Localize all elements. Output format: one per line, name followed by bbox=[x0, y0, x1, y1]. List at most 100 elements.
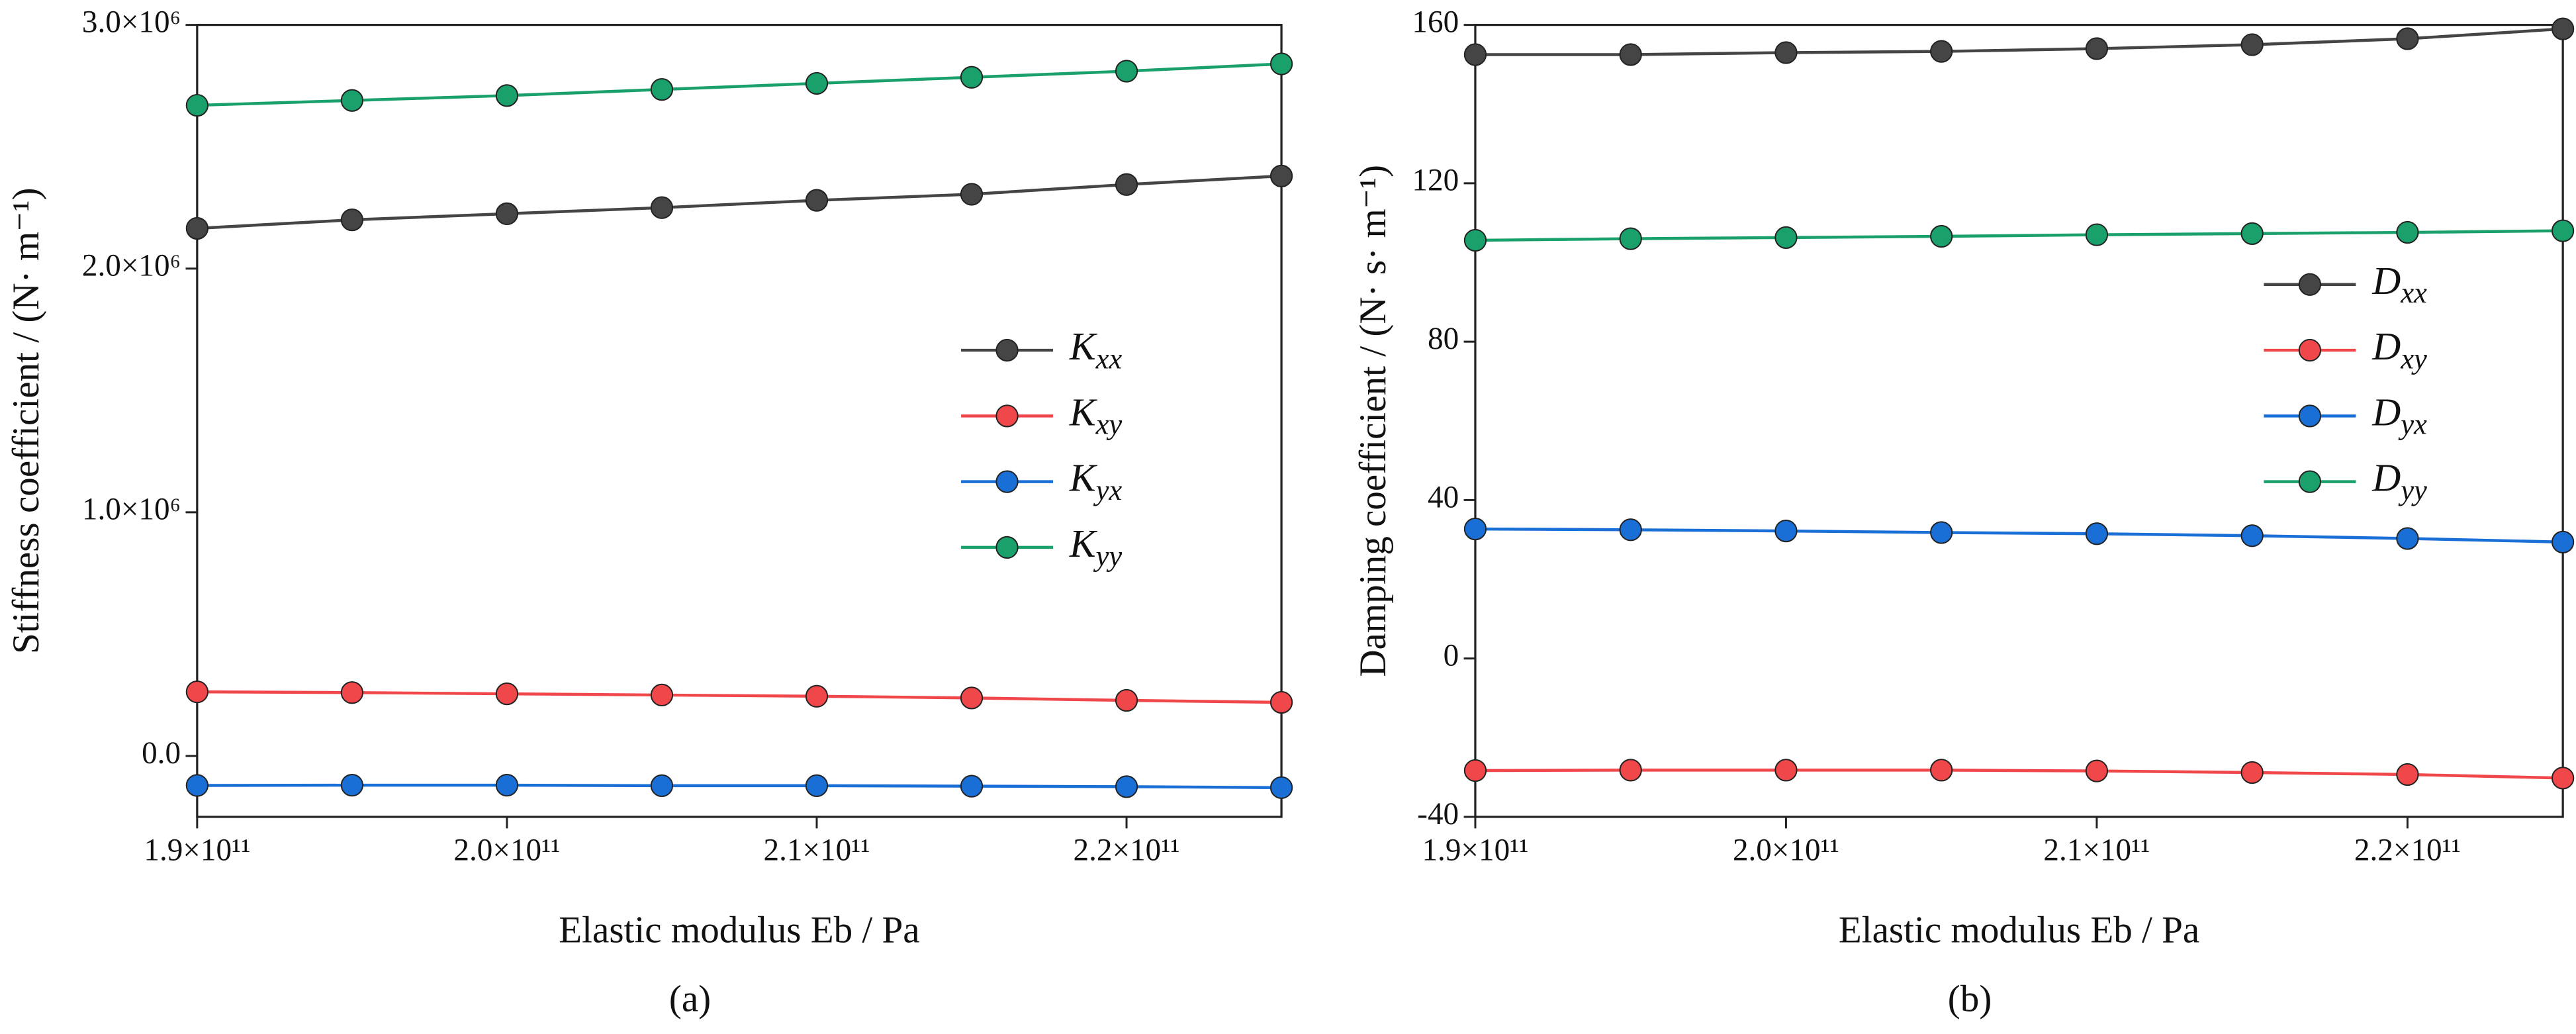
marker bbox=[1930, 40, 1953, 63]
x-tick-label: 1.9×10¹¹ bbox=[144, 833, 250, 867]
x-axis-label: Elastic modulus Eb / Pa bbox=[559, 909, 919, 951]
marker bbox=[1115, 60, 1138, 83]
marker bbox=[2396, 763, 2419, 786]
marker bbox=[1463, 517, 1487, 541]
x-tick-label: 2.1×10¹¹ bbox=[763, 833, 870, 867]
marker bbox=[340, 681, 364, 704]
series-line bbox=[1475, 769, 2563, 780]
y-tick-label: 80 bbox=[1428, 322, 1459, 356]
marker bbox=[1774, 519, 1798, 543]
legend-label: Kyx bbox=[1069, 455, 1123, 506]
marker bbox=[805, 684, 829, 708]
legend-marker bbox=[2298, 470, 2322, 493]
series-line bbox=[1475, 27, 2563, 56]
y-tick-label: 0 bbox=[1444, 639, 1459, 673]
marker bbox=[495, 774, 519, 797]
marker bbox=[960, 775, 984, 798]
marker bbox=[1269, 164, 1293, 187]
legend-label: Dxy bbox=[2371, 324, 2427, 375]
legend-marker bbox=[2298, 338, 2322, 362]
marker bbox=[1115, 775, 1138, 798]
legend-label: Dxx bbox=[2371, 258, 2427, 309]
marker bbox=[2240, 761, 2264, 784]
y-tick-label: 0.0 bbox=[142, 736, 181, 771]
x-tick-label: 2.0×10¹¹ bbox=[1733, 833, 1839, 867]
marker bbox=[495, 84, 519, 107]
plot-frame bbox=[1474, 23, 2564, 818]
series-line bbox=[1475, 527, 2563, 544]
legend-label: Kxx bbox=[1069, 324, 1123, 375]
marker bbox=[2396, 220, 2419, 244]
marker bbox=[1269, 776, 1293, 799]
panel-caption: (a) bbox=[669, 978, 711, 1020]
series-line bbox=[197, 783, 1282, 790]
y-tick-label: -40 bbox=[1417, 797, 1459, 831]
legend-marker bbox=[2298, 404, 2322, 428]
marker bbox=[2240, 33, 2264, 56]
y-tick-label: 1.0×10⁶ bbox=[82, 493, 181, 527]
marker bbox=[805, 189, 829, 212]
series-line bbox=[197, 174, 1282, 230]
marker bbox=[1619, 227, 1642, 250]
marker bbox=[960, 183, 984, 206]
legend-marker bbox=[995, 404, 1019, 428]
marker bbox=[650, 78, 674, 101]
x-tick-label: 1.9×10¹¹ bbox=[1422, 833, 1528, 867]
marker bbox=[1619, 43, 1642, 66]
marker bbox=[2085, 223, 2109, 246]
marker bbox=[185, 216, 208, 240]
series-line bbox=[1475, 229, 2563, 242]
marker bbox=[1463, 759, 1487, 782]
legend-marker bbox=[995, 470, 1019, 493]
marker bbox=[2396, 27, 2419, 50]
series-line bbox=[197, 690, 1282, 704]
marker bbox=[650, 774, 674, 797]
marker bbox=[2085, 37, 2109, 60]
marker bbox=[1930, 224, 1953, 248]
legend-label: Dyy bbox=[2371, 455, 2427, 506]
marker bbox=[1463, 43, 1487, 66]
marker bbox=[185, 681, 208, 704]
y-tick-label: 40 bbox=[1428, 480, 1459, 514]
x-tick-label: 2.2×10¹¹ bbox=[1074, 833, 1180, 867]
marker bbox=[2552, 530, 2575, 553]
marker bbox=[960, 66, 984, 89]
marker bbox=[2085, 759, 2109, 782]
marker bbox=[1269, 690, 1293, 714]
marker bbox=[340, 774, 364, 797]
marker bbox=[185, 93, 208, 117]
x-tick-label: 2.1×10¹¹ bbox=[2043, 833, 2150, 867]
y-tick-label: 3.0×10⁶ bbox=[82, 5, 181, 39]
series-line bbox=[197, 62, 1282, 107]
marker bbox=[960, 686, 984, 710]
y-tick-label: 160 bbox=[1412, 5, 1459, 39]
marker bbox=[495, 202, 519, 226]
marker bbox=[805, 71, 829, 95]
legend-marker bbox=[995, 536, 1019, 559]
marker bbox=[2552, 767, 2575, 790]
marker bbox=[1774, 41, 1798, 64]
marker bbox=[1115, 688, 1138, 712]
marker bbox=[2240, 222, 2264, 245]
marker bbox=[340, 89, 364, 112]
marker bbox=[1774, 759, 1798, 782]
marker bbox=[1619, 759, 1642, 782]
x-tick-label: 2.0×10¹¹ bbox=[453, 833, 560, 867]
legend-label: Kxy bbox=[1069, 390, 1123, 441]
marker bbox=[650, 683, 674, 707]
marker bbox=[650, 196, 674, 219]
y-axis-label: Damping coefficient / (N· s· m⁻¹) bbox=[1352, 165, 1394, 677]
y-axis-label: Stiffness coefficient / (N· m⁻¹) bbox=[5, 188, 47, 655]
marker bbox=[2085, 522, 2109, 545]
marker bbox=[1774, 226, 1798, 249]
legend-label: Kyy bbox=[1069, 522, 1123, 573]
marker bbox=[495, 682, 519, 706]
marker bbox=[1930, 521, 1953, 544]
marker bbox=[1463, 228, 1487, 252]
y-tick-label: 2.0×10⁶ bbox=[82, 249, 181, 283]
marker bbox=[1930, 759, 1953, 782]
marker bbox=[2396, 527, 2419, 550]
marker bbox=[340, 208, 364, 232]
marker bbox=[185, 774, 208, 797]
